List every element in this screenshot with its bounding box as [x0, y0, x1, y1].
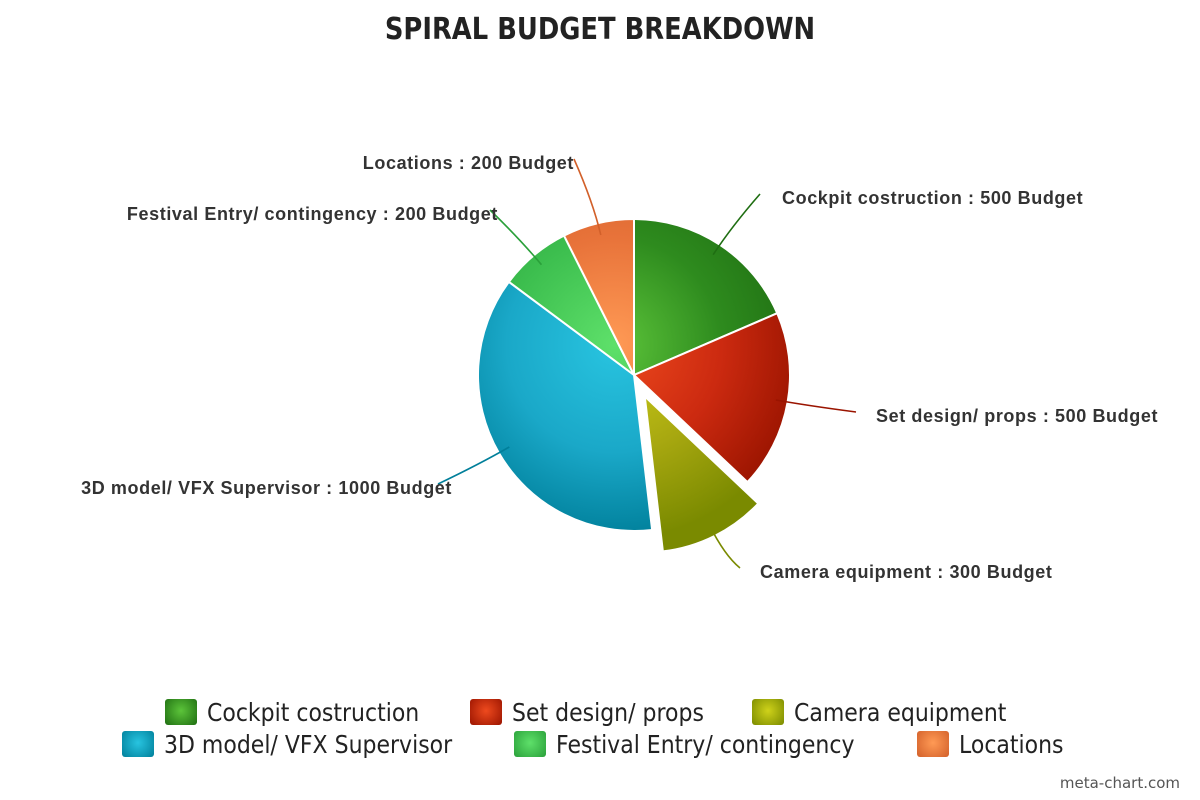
legend-item-3d-model-vfx-supervisor: 3D model/ VFX Supervisor	[122, 730, 491, 759]
legend-swatch	[751, 699, 784, 725]
leader-line-set-design-props	[775, 399, 857, 413]
watermark: meta-chart.com	[1059, 774, 1180, 792]
legend-swatch	[916, 731, 949, 757]
legend-label: 3D model/ VFX Supervisor	[164, 729, 453, 759]
slice-label-camera-equipment: Camera equipment : 300 Budget	[760, 562, 1052, 582]
legend-label: Set design/ props	[511, 697, 704, 727]
leader-line-cockpit-costruction	[712, 193, 761, 256]
legend-swatch	[164, 699, 197, 725]
legend-label: Camera equipment	[793, 697, 1007, 727]
legend-label: Festival Entry/ contingency	[555, 729, 855, 759]
leader-line-locations	[573, 158, 602, 236]
slice-label-set-design-props: Set design/ props : 500 Budget	[876, 406, 1158, 426]
legend-item-locations: Locations	[916, 729, 1078, 759]
legend-item-set-design-props: Set design/ props	[469, 697, 730, 727]
slice-label-locations: Locations : 200 Budget	[363, 153, 574, 173]
chart-title: SPIRAL BUDGET BREAKDOWN	[384, 12, 816, 47]
slice-label-cockpit-costruction: Cockpit costruction : 500 Budget	[782, 188, 1083, 208]
legend-swatch	[469, 699, 502, 725]
legend-item-camera-equipment: Camera equipment	[751, 697, 1035, 727]
legend-swatch	[122, 731, 155, 757]
legend-label: Cockpit costruction	[206, 697, 419, 727]
legend-swatch	[513, 731, 546, 757]
legend-label: Locations	[958, 729, 1064, 759]
leader-line-3d-model-vfx-supervisor	[437, 446, 510, 485]
pie-chart: Cockpit costruction : 500 Budget Set desi…	[81, 153, 1158, 582]
slice-label-3d-model-vfx-supervisor: 3D model/ VFX Supervisor : 1000 Budget	[81, 478, 452, 498]
leader-line-festival-entry-contingency	[489, 209, 543, 266]
legend-row: 3D model/ VFX Supervisor Festival Entry/ …	[0, 728, 1200, 760]
legend-row: Cockpit costruction Set design/ props Came…	[0, 696, 1200, 728]
legend-item-festival-entry-contingency: Festival Entry/ contingency	[513, 729, 895, 759]
leader-line-camera-equipment	[708, 524, 741, 569]
legend: Cockpit costruction Set design/ props Came…	[0, 696, 1200, 760]
slice-label-festival-entry-contingency: Festival Entry/ contingency : 200 Budget	[127, 204, 498, 224]
legend-item-cockpit-costruction: Cockpit costruction	[164, 697, 448, 727]
